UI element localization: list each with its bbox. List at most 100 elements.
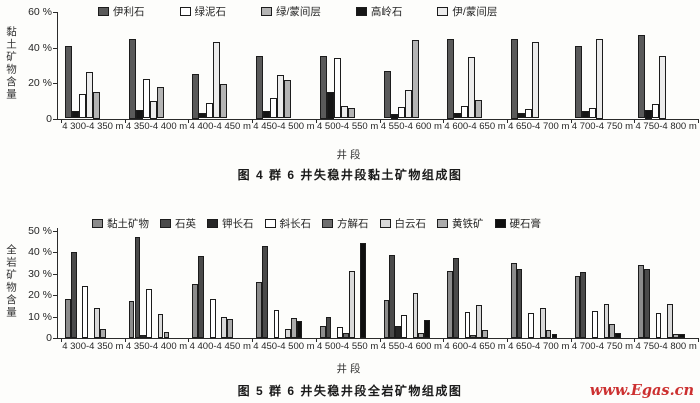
bar-伊/蒙间层 [468,57,476,119]
bar-石英 [453,258,459,338]
bar-黄铁矿 [609,324,616,338]
y-tickmark [53,230,57,232]
x-tickmark [506,118,508,123]
bar-斜长石 [337,327,343,338]
bar-伊/蒙间层 [340,106,348,119]
x-tickmark [443,338,445,342]
bar-白云石 [476,304,482,338]
egas-watermark: www.Egas.cn [589,382,694,399]
legend-swatch [355,7,367,16]
category-label: 4 450-4 500 m [253,341,315,352]
x-tickmark [124,338,126,342]
x-tickmark [698,118,699,123]
bar-绿泥石 [461,106,469,119]
bar-斜长石 [273,310,280,338]
bar-黏土矿物 [574,275,581,338]
legend-swatch [207,219,218,228]
y-tick-label: 0 [46,332,52,344]
category-label: 4 500-4 550 m [317,341,379,352]
y-tickmark [53,47,57,49]
bar-黏土矿物 [319,326,326,338]
bar-伊利石 [256,56,264,119]
x-axis-line [57,118,698,120]
y-tick-label: 0 [46,112,52,125]
bar-伊利石 [319,56,327,119]
x-tickmark [61,118,62,123]
category-label: 4 300-4 350 m [62,341,124,352]
category-label: 4 450-4 500 m [253,121,315,132]
bar-高岭石 [135,109,143,119]
bar-黏土矿物 [192,284,199,338]
bar-伊利石 [383,70,391,119]
bar-伊利石 [447,38,455,119]
bar-黄铁矿 [482,330,488,338]
legend-item-绿/蒙间层: 绿/蒙间层 [261,4,321,19]
x-tickmark [315,118,317,123]
bar-黏土矿物 [128,301,135,338]
x-tickmark [570,338,572,342]
y-tickmark [53,83,57,84]
legend-item-绿泥石: 绿泥石 [179,4,227,19]
bar-绿/蒙间层 [347,107,355,119]
bar-石英 [516,269,523,338]
y-tick-label: 40 % [28,41,52,54]
bar-绿泥石 [397,106,405,119]
bar-绿泥石 [206,102,214,119]
bar-斜长石 [592,311,598,338]
chart-legend: 黏土矿物 石英 钾长石 斜长石 方解石 白云石 黄铁矿 硬石膏 [92,216,541,231]
bar-黏土矿物 [447,271,453,338]
bar-黏土矿物 [510,262,517,338]
bar-黄铁矿 [163,331,170,338]
bar-硬石膏 [296,320,303,338]
bar-伊利石 [638,35,646,119]
bar-斜长石 [400,315,407,338]
bar-斜长石 [82,286,89,338]
bar-石英 [389,255,396,338]
legend-item-硬石膏: 硬石膏 [494,216,541,231]
y-tickmark [53,12,57,13]
fig4-caption: 图 4 群 6 井失稳井段黏土矿物组成图 [237,168,463,182]
y-axis-line [57,12,58,120]
legend-item-黏土矿物: 黏土矿物 [92,216,149,231]
x-tickmark [443,118,445,123]
y-axis-title: 全岩矿物含量 [5,244,17,319]
fig5-x-axis-title: 井段 [336,363,364,375]
legend-label: 绿/蒙间层 [276,6,321,18]
category-label: 4 700-4 750 m [571,121,634,132]
bar-绿/蒙间层 [411,40,419,119]
category-label: 4 400-4 450 m [189,121,251,132]
bar-石英 [70,252,77,338]
category-label: 4 750-4 800 m [635,121,697,132]
bar-高岭石 [581,111,589,119]
bar-黄铁矿 [673,333,679,338]
legend-label: 绿泥石 [194,6,227,18]
bar-伊/蒙间层 [595,38,603,119]
category-label: 4 600-4 650 m [444,341,506,352]
chart-legend: 伊利石 绿泥石 绿/蒙间层 高岭石 伊/蒙间层 [98,4,497,19]
legend-swatch [437,219,448,228]
x-tickmark [188,338,190,342]
bar-方解石 [470,334,477,338]
bar-伊/蒙间层 [659,56,667,119]
bar-石英 [644,269,650,338]
bar-白云石 [539,307,546,338]
bar-高岭石 [645,109,653,119]
x-tickmark [379,118,381,123]
y-tick-label: 20 % [28,289,52,301]
legend-label: 黄铁矿 [452,218,484,230]
bar-斜长石 [528,313,535,338]
bar-绿/蒙间层 [220,83,228,119]
bar-硬石膏 [678,333,685,338]
legend-label: 伊利石 [113,6,145,18]
bar-伊利石 [574,45,582,119]
bar-伊利石 [128,38,136,119]
bar-黄铁矿 [418,332,425,338]
x-tickmark [379,338,381,342]
legend-swatch [179,7,191,16]
category-label: 4 350-4 400 m [125,341,188,352]
x-tickmark [634,338,636,342]
bar-白云石 [348,271,355,338]
y-tickmark [53,273,57,275]
